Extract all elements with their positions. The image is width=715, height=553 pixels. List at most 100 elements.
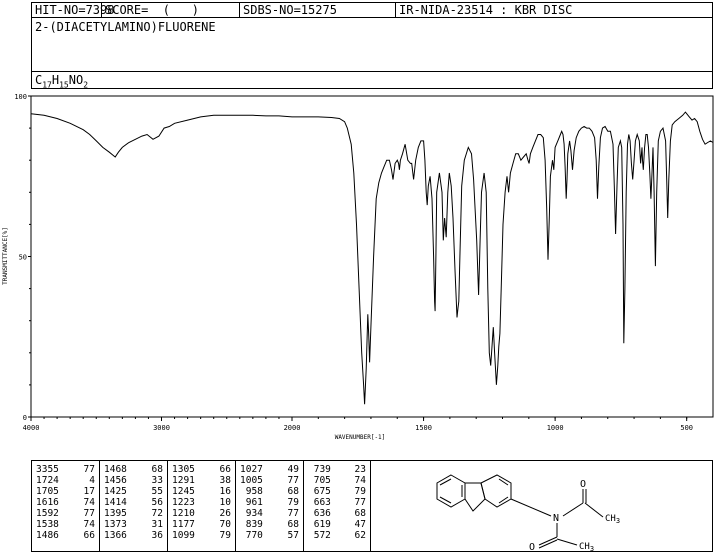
x-tick-label: 3000 bbox=[153, 424, 170, 432]
plot-frame bbox=[30, 95, 714, 418]
peak-transmittance: 68 bbox=[287, 519, 299, 530]
y-axis-title: TRANSMITTANCE[%] bbox=[2, 227, 9, 285]
y-tick-label: 100 bbox=[14, 93, 27, 101]
peak-transmittance: 26 bbox=[219, 508, 231, 519]
peak-wavenumber: 739 bbox=[308, 464, 331, 475]
peak-row: 839 68 bbox=[236, 519, 303, 530]
peak-wavenumber: 958 bbox=[240, 486, 263, 497]
peak-wavenumber: 1456 bbox=[104, 475, 127, 486]
structure-box: N O O CH3 CH3 bbox=[371, 460, 713, 552]
peak-wavenumber: 1245 bbox=[172, 486, 195, 497]
peak-row: 1245 16 bbox=[168, 486, 235, 497]
peak-transmittance: 68 bbox=[354, 508, 366, 519]
hit-number: HIT-NO=7398 bbox=[35, 3, 115, 17]
atom-n: N bbox=[553, 513, 559, 524]
peak-wavenumber: 1177 bbox=[172, 519, 195, 530]
peak-wavenumber: 934 bbox=[240, 508, 263, 519]
peak-transmittance: 79 bbox=[287, 497, 299, 508]
x-tick-label: 4000 bbox=[23, 424, 40, 432]
formula-h-count: 15 bbox=[59, 80, 69, 90]
x-tick-label: 500 bbox=[680, 424, 693, 432]
peak-row: 961 79 bbox=[236, 497, 303, 508]
peak-wavenumber: 1414 bbox=[104, 497, 127, 508]
peak-wavenumber: 1538 bbox=[36, 519, 59, 530]
peak-wavenumber: 1223 bbox=[172, 497, 195, 508]
peak-row: 1414 56 bbox=[100, 497, 167, 508]
peak-wavenumber: 770 bbox=[240, 530, 263, 541]
peak-row: 1305 66 bbox=[168, 464, 235, 475]
peak-row: 705 74 bbox=[304, 475, 370, 486]
peak-transmittance: 62 bbox=[354, 530, 366, 541]
peak-wavenumber: 1005 bbox=[240, 475, 263, 486]
peak-transmittance: 79 bbox=[219, 530, 231, 541]
peak-row: 934 77 bbox=[236, 508, 303, 519]
peak-wavenumber: 961 bbox=[240, 497, 263, 508]
peak-row: 1210 26 bbox=[168, 508, 235, 519]
peak-wavenumber: 1099 bbox=[172, 530, 195, 541]
peak-row: 1538 74 bbox=[32, 519, 99, 530]
formula-c-count: 17 bbox=[42, 80, 52, 90]
peak-wavenumber: 1425 bbox=[104, 486, 127, 497]
peak-wavenumber: 663 bbox=[308, 497, 331, 508]
peak-transmittance: 68 bbox=[287, 486, 299, 497]
peak-wavenumber: 1210 bbox=[172, 508, 195, 519]
peak-wavenumber: 636 bbox=[308, 508, 331, 519]
peak-wavenumber: 1027 bbox=[240, 464, 263, 475]
peak-row: 1291 38 bbox=[168, 475, 235, 486]
peak-row: 1486 66 bbox=[32, 530, 99, 541]
peak-transmittance: 10 bbox=[219, 497, 231, 508]
score: SCORE= ( ) bbox=[105, 3, 199, 17]
peak-row: 663 77 bbox=[304, 497, 370, 508]
group-ch3-bottom: CH3 bbox=[579, 542, 594, 551]
peak-row: 1705 17 bbox=[32, 486, 99, 497]
peak-row: 1724 4 bbox=[32, 475, 99, 486]
right-benzene-ring bbox=[480, 474, 512, 508]
peak-transmittance: 72 bbox=[151, 508, 163, 519]
peak-row: 770 57 bbox=[236, 530, 303, 541]
peak-row: 1468 68 bbox=[100, 464, 167, 475]
y-tick-label: 50 bbox=[19, 254, 27, 262]
peak-transmittance: 77 bbox=[354, 497, 366, 508]
molecular-formula: C17H15NO2 bbox=[35, 73, 89, 90]
peak-transmittance: 38 bbox=[219, 475, 231, 486]
peak-transmittance: 36 bbox=[151, 530, 163, 541]
peak-transmittance: 77 bbox=[287, 508, 299, 519]
peak-row: 1456 33 bbox=[100, 475, 167, 486]
peak-wavenumber: 1291 bbox=[172, 475, 195, 486]
peak-row: 572 62 bbox=[304, 530, 370, 541]
peak-transmittance: 66 bbox=[219, 464, 231, 475]
peak-transmittance: 57 bbox=[287, 530, 299, 541]
sdbs-number: SDBS-NO=15275 bbox=[243, 3, 337, 17]
peak-wavenumber: 1486 bbox=[36, 530, 59, 541]
peak-row: 1592 77 bbox=[32, 508, 99, 519]
molecule-structure: N O O CH3 CH3 bbox=[436, 474, 620, 551]
peak-row: 1395 72 bbox=[100, 508, 167, 519]
peak-wavenumber: 1616 bbox=[36, 497, 59, 508]
peak-wavenumber: 1366 bbox=[104, 530, 127, 541]
atom-o-top: O bbox=[580, 479, 586, 490]
group-ch3-right: CH3 bbox=[605, 514, 620, 525]
peak-transmittance: 23 bbox=[354, 464, 366, 475]
peak-wavenumber: 1468 bbox=[104, 464, 127, 475]
spectrum-line bbox=[30, 111, 714, 405]
x-axis-title: WAVENUMBER[-1] bbox=[335, 434, 386, 441]
peak-transmittance: 31 bbox=[151, 519, 163, 530]
atom-o-bottom: O bbox=[529, 542, 535, 551]
peak-row: 1425 55 bbox=[100, 486, 167, 497]
peak-row: 1177 70 bbox=[168, 519, 235, 530]
peak-wavenumber: 1724 bbox=[36, 475, 59, 486]
y-tick-label: 0 bbox=[23, 414, 27, 422]
peak-transmittance: 77 bbox=[83, 508, 95, 519]
five-membered-ring bbox=[464, 482, 486, 512]
peak-transmittance: 66 bbox=[83, 530, 95, 541]
peak-transmittance: 74 bbox=[354, 475, 366, 486]
peak-transmittance: 70 bbox=[219, 519, 231, 530]
peak-transmittance: 55 bbox=[151, 486, 163, 497]
peak-wavenumber: 1305 bbox=[172, 464, 195, 475]
peak-transmittance: 17 bbox=[83, 486, 95, 497]
peak-transmittance: 33 bbox=[151, 475, 163, 486]
peak-row: 1005 77 bbox=[236, 475, 303, 486]
peak-transmittance: 77 bbox=[287, 475, 299, 486]
peak-row: 675 79 bbox=[304, 486, 370, 497]
